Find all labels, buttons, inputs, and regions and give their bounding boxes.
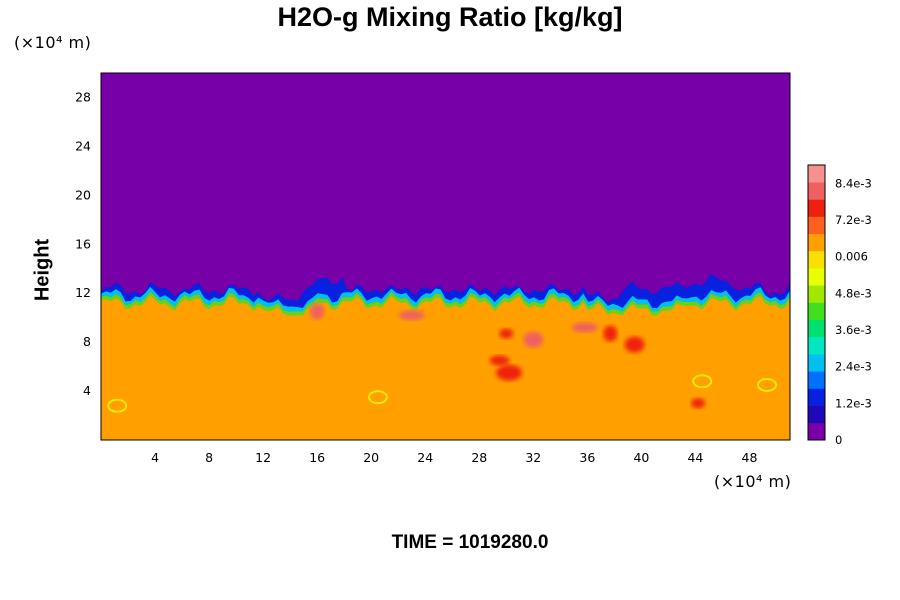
y-tick-label: 4 [83, 383, 91, 398]
x-tick-label: 32 [525, 450, 541, 465]
field-high-blob [495, 364, 522, 381]
x-tick-label: 44 [687, 450, 703, 465]
field-interface-strip [101, 291, 790, 316]
field-high-blob [691, 398, 706, 409]
heatmap-field [101, 73, 790, 440]
y-tick-label: 20 [75, 187, 91, 202]
field-high-blob [310, 303, 325, 320]
colorbar-swatch [808, 336, 825, 355]
y-tick-label: 12 [75, 285, 91, 300]
x-axis: 4 8 12 16 20 24 28 32 36 40 44 48 [151, 450, 757, 465]
colorbar-tick-label: 0 [835, 433, 842, 447]
colorbar-tick-label: 7.2e-3 [835, 213, 872, 227]
field-eddy [107, 398, 128, 413]
field-high-blob [523, 331, 544, 348]
colorbar-frame [807, 164, 826, 441]
colorbar-swatch [808, 371, 825, 389]
colorbar-swatch [808, 302, 825, 320]
colorbar-swatch [808, 233, 825, 252]
colorbar-swatch [808, 422, 825, 441]
colorbar-swatch [808, 199, 825, 217]
colorbar-tick-label: 3.6e-3 [835, 323, 872, 337]
chart-title: H2O-g Mixing Ratio [kg/kg] [277, 2, 623, 32]
colorbar-swatch [808, 405, 825, 424]
x-tick-label: 8 [205, 450, 213, 465]
field-high-blob [398, 310, 425, 321]
colorbar-swatch [808, 319, 825, 338]
colorbar-tick-label: 8.4e-3 [835, 176, 872, 190]
x-tick-label: 24 [417, 450, 433, 465]
colorbar-swatch [808, 182, 825, 200]
colorbar-swatch [808, 388, 825, 406]
colorbar-swatch [808, 216, 825, 235]
colorbar-tick-label: 0.006 [835, 250, 868, 264]
time-label: TIME = 1019280.0 [391, 532, 549, 553]
x-tick-label: 4 [151, 450, 159, 465]
field-transition-band-inner [101, 286, 790, 312]
colorbar: 0 1.2e-3 2.4e-3 3.6e-3 4.8e-3 0.006 7.2e-3 8.4e… [807, 164, 872, 447]
x-tick-label: 28 [471, 450, 487, 465]
colorbar-tick-label: 2.4e-3 [835, 360, 872, 374]
field-eddy [757, 377, 778, 392]
x-tick-label: 20 [363, 450, 379, 465]
x-tick-label: 36 [579, 450, 595, 465]
field-high-blob [603, 325, 618, 342]
x-tick-label: 16 [309, 450, 325, 465]
field-high-blob [624, 336, 645, 353]
colorbar-tick-label: 4.8e-3 [835, 286, 872, 300]
colorbar-swatch [808, 354, 825, 372]
colorbar-swatch [808, 250, 825, 269]
colorbar-swatch [808, 285, 825, 303]
colorbar-tick-label: 1.2e-3 [835, 396, 872, 410]
field-eddy [367, 390, 388, 405]
y-tick-label: 16 [75, 236, 91, 251]
field-high-blob [499, 328, 514, 339]
colorbar-swatch [808, 165, 825, 183]
x-tick-label: 48 [742, 450, 758, 465]
plot-frame [100, 72, 791, 441]
y-tick-label: 8 [83, 334, 91, 349]
field-eddy [692, 374, 713, 389]
y-tick-label: 28 [75, 89, 91, 104]
x-axis-unit: (×10⁴ m) [714, 472, 792, 491]
field-lower-region [101, 291, 790, 440]
y-axis: 4 8 12 16 20 24 28 [75, 89, 91, 398]
y-axis-unit: (×10⁴ m) [14, 33, 92, 52]
x-tick-label: 40 [633, 450, 649, 465]
colorbar-swatch [808, 268, 825, 286]
field-high-blob [571, 322, 598, 333]
y-tick-label: 24 [75, 138, 91, 153]
x-tick-label: 12 [255, 450, 271, 465]
field-transition-band [101, 273, 790, 312]
field-high-blob [489, 355, 510, 366]
